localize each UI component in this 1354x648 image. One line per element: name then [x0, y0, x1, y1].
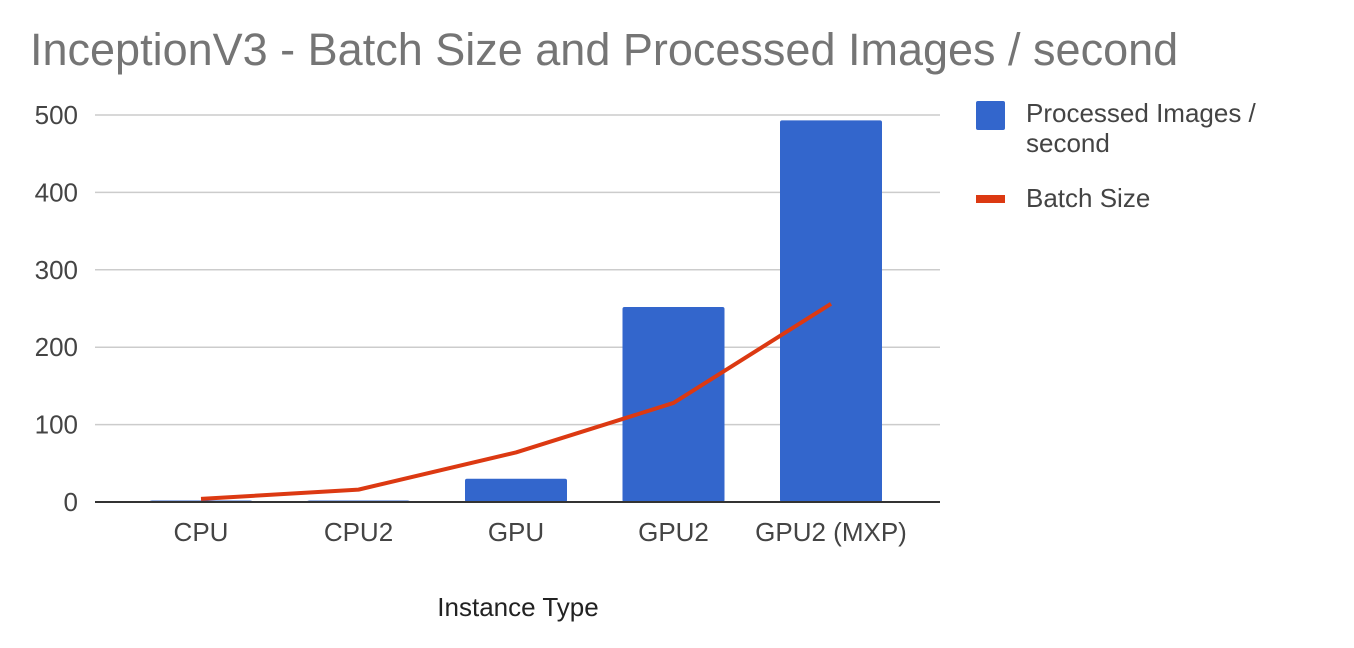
- bar-series: [150, 120, 882, 502]
- bar: [465, 478, 567, 502]
- y-tick-label: 100: [35, 410, 78, 440]
- line-path: [200, 302, 833, 501]
- x-tick-label: CPU2: [324, 517, 393, 547]
- y-tick-label: 300: [35, 255, 78, 285]
- x-tick-label: GPU2: [638, 517, 709, 547]
- legend-swatch-batch-size: [976, 195, 1005, 203]
- chart-title: InceptionV3 - Batch Size and Processed I…: [30, 24, 1178, 75]
- x-tick-label: GPU: [488, 517, 544, 547]
- y-tick-label: 0: [64, 487, 78, 517]
- legend-label-processed-images: Processed Images / second: [1026, 98, 1263, 158]
- line-series: [200, 302, 833, 501]
- y-tick-label: 200: [35, 332, 78, 362]
- legend-swatch-processed-images: [976, 101, 1005, 130]
- legend: Processed Images / second Batch Size: [976, 98, 1263, 213]
- x-axis-title: Instance Type: [437, 592, 598, 622]
- legend-label-batch-size: Batch Size: [1026, 183, 1150, 213]
- bar: [780, 120, 882, 502]
- y-tick-label: 400: [35, 177, 78, 207]
- axis-ticks: 0 100 200 300 400 500 CPU CPU2 GPU GPU2 GPU2 (MXP): [35, 100, 907, 547]
- x-tick-label: GPU2 (MXP): [755, 517, 907, 547]
- y-tick-label: 500: [35, 100, 78, 130]
- x-tick-label: CPU: [174, 517, 229, 547]
